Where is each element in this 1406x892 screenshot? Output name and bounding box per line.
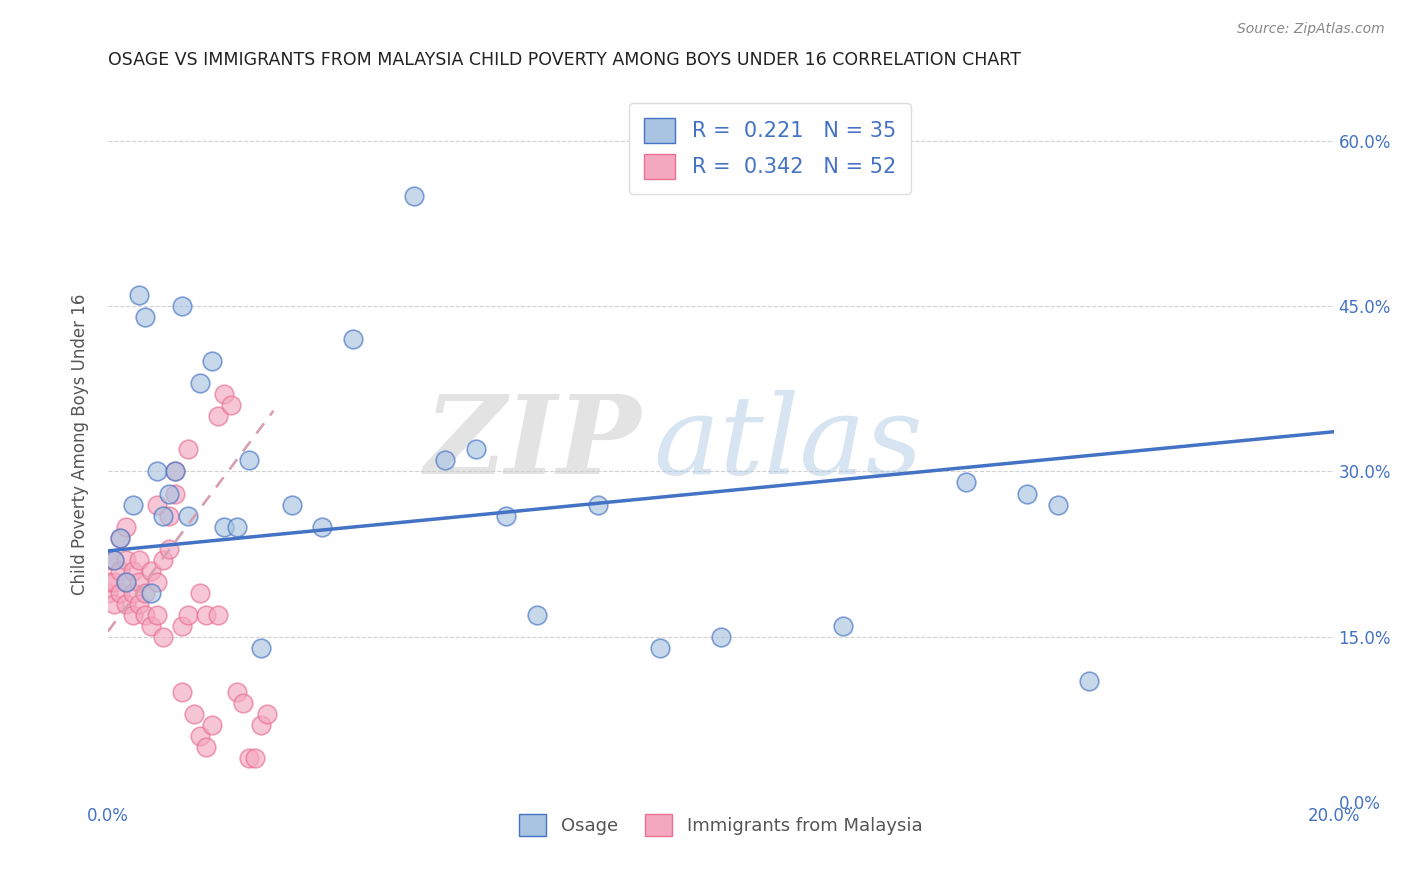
Point	[134, 586, 156, 600]
Point	[586, 498, 609, 512]
Point	[157, 541, 180, 556]
Point	[121, 498, 143, 512]
Point	[232, 696, 254, 710]
Point	[103, 552, 125, 566]
Point	[250, 718, 273, 732]
Point	[195, 740, 218, 755]
Point	[152, 630, 174, 644]
Point	[170, 299, 193, 313]
Point	[103, 597, 125, 611]
Point	[183, 707, 205, 722]
Point	[1017, 486, 1039, 500]
Point	[115, 597, 138, 611]
Point	[342, 332, 364, 346]
Point	[238, 453, 260, 467]
Point	[170, 619, 193, 633]
Point	[243, 751, 266, 765]
Point	[146, 498, 169, 512]
Point	[188, 729, 211, 743]
Point	[110, 586, 132, 600]
Point	[201, 354, 224, 368]
Point	[214, 519, 236, 533]
Point	[404, 188, 426, 202]
Text: atlas: atlas	[654, 390, 922, 498]
Point	[146, 574, 169, 589]
Legend: Osage, Immigrants from Malaysia: Osage, Immigrants from Malaysia	[512, 807, 929, 844]
Point	[434, 453, 457, 467]
Point	[214, 387, 236, 401]
Point	[311, 519, 333, 533]
Text: ZIP: ZIP	[425, 390, 641, 498]
Point	[97, 586, 120, 600]
Point	[188, 376, 211, 391]
Point	[110, 531, 132, 545]
Point	[281, 498, 304, 512]
Point	[176, 607, 198, 622]
Point	[115, 574, 138, 589]
Point	[256, 707, 278, 722]
Point	[97, 552, 120, 566]
Point	[176, 442, 198, 457]
Point	[115, 552, 138, 566]
Point	[165, 486, 187, 500]
Point	[97, 574, 120, 589]
Point	[188, 586, 211, 600]
Point	[103, 552, 125, 566]
Point	[152, 552, 174, 566]
Point	[134, 607, 156, 622]
Point	[195, 607, 218, 622]
Point	[134, 310, 156, 324]
Point	[146, 465, 169, 479]
Point	[170, 685, 193, 699]
Point	[955, 475, 977, 490]
Point	[526, 607, 548, 622]
Point	[165, 465, 187, 479]
Point	[157, 486, 180, 500]
Point	[1077, 673, 1099, 688]
Point	[1046, 498, 1069, 512]
Point	[152, 508, 174, 523]
Point	[225, 685, 247, 699]
Text: OSAGE VS IMMIGRANTS FROM MALAYSIA CHILD POVERTY AMONG BOYS UNDER 16 CORRELATION : OSAGE VS IMMIGRANTS FROM MALAYSIA CHILD …	[108, 51, 1021, 69]
Point	[464, 442, 486, 457]
Point	[832, 619, 855, 633]
Point	[146, 607, 169, 622]
Point	[139, 564, 162, 578]
Point	[165, 465, 187, 479]
Point	[201, 718, 224, 732]
Point	[121, 564, 143, 578]
Point	[115, 519, 138, 533]
Point	[139, 619, 162, 633]
Point	[225, 519, 247, 533]
Y-axis label: Child Poverty Among Boys Under 16: Child Poverty Among Boys Under 16	[72, 293, 89, 595]
Point	[121, 586, 143, 600]
Point	[121, 607, 143, 622]
Point	[710, 630, 733, 644]
Point	[128, 552, 150, 566]
Point	[157, 508, 180, 523]
Point	[250, 640, 273, 655]
Point	[103, 574, 125, 589]
Point	[207, 409, 229, 424]
Point	[128, 597, 150, 611]
Point	[139, 586, 162, 600]
Text: Source: ZipAtlas.com: Source: ZipAtlas.com	[1237, 22, 1385, 37]
Point	[238, 751, 260, 765]
Point	[110, 531, 132, 545]
Point	[495, 508, 517, 523]
Point	[219, 398, 242, 412]
Point	[110, 564, 132, 578]
Point	[128, 574, 150, 589]
Point	[207, 607, 229, 622]
Point	[648, 640, 671, 655]
Point	[115, 574, 138, 589]
Point	[176, 508, 198, 523]
Point	[128, 288, 150, 302]
